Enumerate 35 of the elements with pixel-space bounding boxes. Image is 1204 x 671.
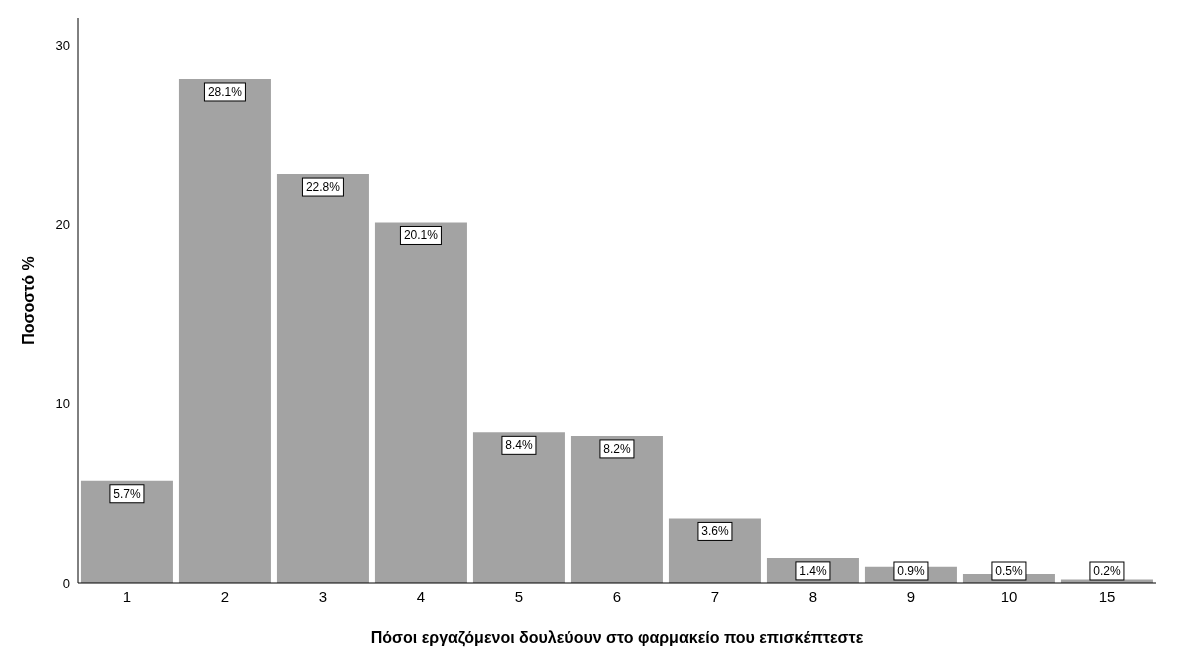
x-tick-label: 3 — [318, 587, 328, 605]
data-label: 20.1% — [403, 228, 439, 243]
data-label: 0.5% — [995, 564, 1023, 578]
x-tick-label: 9 — [906, 587, 916, 605]
x-tick-label: 10 — [1000, 587, 1018, 605]
data-label: 5.7% — [113, 486, 141, 501]
x-tick-label: 5 — [514, 587, 524, 605]
bar — [472, 432, 565, 583]
data-label: 28.1% — [207, 84, 243, 99]
data-label: 0.2% — [1093, 564, 1121, 578]
bar — [276, 174, 369, 583]
x-tick-label: 1 — [122, 587, 132, 605]
x-tick-label: 6 — [612, 587, 622, 605]
x-axis-title: Πόσοι εργαζόμενοι δουλεύουν στο φαρμακείο που επισκέπτεστε — [370, 629, 864, 647]
x-tick-label: 15 — [1098, 587, 1116, 605]
bar — [80, 480, 173, 583]
y-tick-label: 0 — [62, 575, 70, 591]
data-label: 1.4% — [799, 563, 827, 578]
data-label: 22.8% — [305, 180, 341, 195]
bar — [374, 222, 467, 583]
data-label: 8.4% — [505, 438, 533, 453]
bar — [178, 78, 271, 583]
bar — [668, 518, 761, 583]
y-axis-title: Ποσοστό % — [19, 256, 37, 345]
bar — [570, 435, 663, 583]
x-tick-label: 4 — [416, 587, 426, 605]
x-tick-label: 8 — [808, 587, 818, 605]
data-label: 3.6% — [701, 524, 729, 539]
data-label: 0.9% — [897, 564, 925, 578]
x-tick-label: 2 — [220, 587, 230, 605]
y-tick-label: 10 — [55, 396, 70, 412]
y-tick-label: 30 — [55, 37, 70, 53]
y-tick-label: 20 — [55, 216, 70, 232]
x-tick-label: 7 — [710, 587, 720, 605]
data-label: 8.2% — [603, 441, 631, 456]
